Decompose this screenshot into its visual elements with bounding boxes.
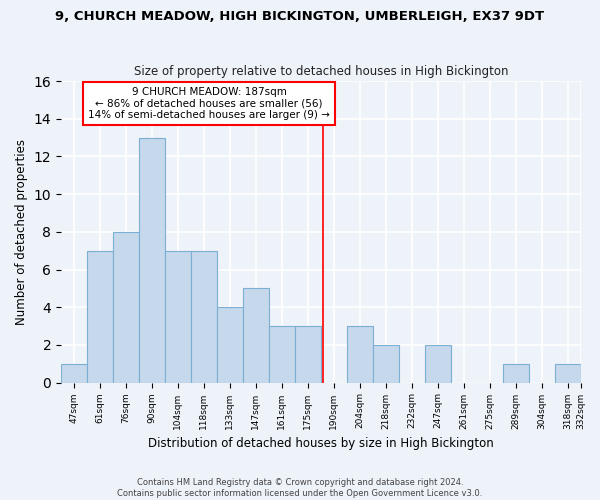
Bar: [61, 364, 87, 382]
Bar: [191, 250, 217, 382]
Bar: [217, 307, 243, 382]
Bar: [373, 345, 398, 383]
Bar: [425, 345, 451, 383]
Y-axis label: Number of detached properties: Number of detached properties: [15, 139, 28, 325]
Bar: [269, 326, 295, 382]
X-axis label: Distribution of detached houses by size in High Bickington: Distribution of detached houses by size …: [148, 437, 494, 450]
Bar: [87, 250, 113, 382]
Bar: [165, 250, 191, 382]
Text: Contains HM Land Registry data © Crown copyright and database right 2024.
Contai: Contains HM Land Registry data © Crown c…: [118, 478, 482, 498]
Bar: [113, 232, 139, 382]
Text: 9, CHURCH MEADOW, HIGH BICKINGTON, UMBERLEIGH, EX37 9DT: 9, CHURCH MEADOW, HIGH BICKINGTON, UMBER…: [55, 10, 545, 23]
Bar: [554, 364, 581, 382]
Bar: [347, 326, 373, 382]
Bar: [503, 364, 529, 382]
Text: 9 CHURCH MEADOW: 187sqm
← 86% of detached houses are smaller (56)
14% of semi-de: 9 CHURCH MEADOW: 187sqm ← 86% of detache…: [88, 87, 330, 120]
Bar: [243, 288, 269, 382]
Bar: [295, 326, 321, 382]
Title: Size of property relative to detached houses in High Bickington: Size of property relative to detached ho…: [134, 66, 508, 78]
Bar: [139, 138, 165, 382]
